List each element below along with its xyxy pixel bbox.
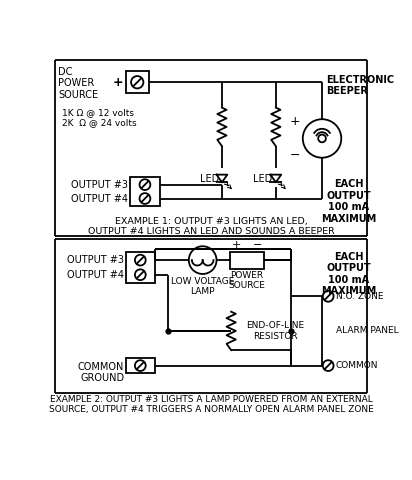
Text: N.O. ZONE: N.O. ZONE — [336, 292, 384, 301]
Bar — [126, 252, 155, 283]
Circle shape — [135, 269, 146, 280]
Text: EACH
OUTPUT
100 mA
MAXIMUM: EACH OUTPUT 100 mA MAXIMUM — [321, 179, 377, 224]
Circle shape — [303, 119, 341, 158]
Circle shape — [189, 246, 217, 274]
Text: DC
POWER
SOURCE: DC POWER SOURCE — [58, 67, 98, 100]
Text: +: + — [290, 115, 300, 128]
Text: +: + — [113, 76, 123, 89]
Text: EACH
OUTPUT
100 mA
MAXIMUM: EACH OUTPUT 100 mA MAXIMUM — [321, 252, 377, 297]
Text: OUTPUT #3: OUTPUT #3 — [67, 255, 124, 265]
Text: OUTPUT #3: OUTPUT #3 — [71, 180, 128, 190]
Bar — [229, 252, 264, 269]
Text: LOW VOLTAGE
LAMP: LOW VOLTAGE LAMP — [171, 277, 234, 297]
Text: COMMON
GROUND: COMMON GROUND — [78, 362, 124, 384]
Text: EXAMPLE 2: OUTPUT #3 LIGHTS A LAMP POWERED FROM AN EXTERNAL
SOURCE, OUTPUT #4 TR: EXAMPLE 2: OUTPUT #3 LIGHTS A LAMP POWER… — [49, 395, 374, 414]
Circle shape — [131, 76, 143, 88]
Circle shape — [140, 179, 150, 190]
Bar — [126, 72, 149, 93]
Circle shape — [140, 193, 150, 204]
Bar — [126, 358, 155, 373]
Circle shape — [318, 134, 326, 142]
Text: OUTPUT #4: OUTPUT #4 — [67, 270, 124, 280]
Circle shape — [135, 255, 146, 265]
Text: −: − — [253, 240, 262, 250]
Circle shape — [323, 291, 334, 302]
Text: COMMON: COMMON — [336, 361, 378, 370]
Text: END-OF-LINE
RESISTOR: END-OF-LINE RESISTOR — [246, 321, 305, 341]
Text: LED: LED — [199, 174, 219, 184]
Text: ALARM PANEL: ALARM PANEL — [336, 326, 398, 336]
Text: EXAMPLE 1: OUTPUT #3 LIGHTS AN LED,
OUTPUT #4 LIGHTS AN LED AND SOUNDS A BEEPER: EXAMPLE 1: OUTPUT #3 LIGHTS AN LED, OUTP… — [88, 217, 335, 236]
Text: −: − — [290, 149, 300, 162]
Text: OUTPUT #4: OUTPUT #4 — [71, 193, 128, 204]
Text: POWER
SOURCE: POWER SOURCE — [229, 271, 265, 290]
Circle shape — [323, 360, 334, 371]
Circle shape — [135, 360, 146, 371]
Text: 1K Ω @ 12 volts
2K  Ω @ 24 volts: 1K Ω @ 12 volts 2K Ω @ 24 volts — [62, 108, 136, 127]
Bar — [129, 177, 160, 206]
Text: LED: LED — [253, 174, 273, 184]
Text: ELECTRONIC
BEEPER: ELECTRONIC BEEPER — [326, 74, 394, 96]
Text: +: + — [232, 240, 241, 250]
